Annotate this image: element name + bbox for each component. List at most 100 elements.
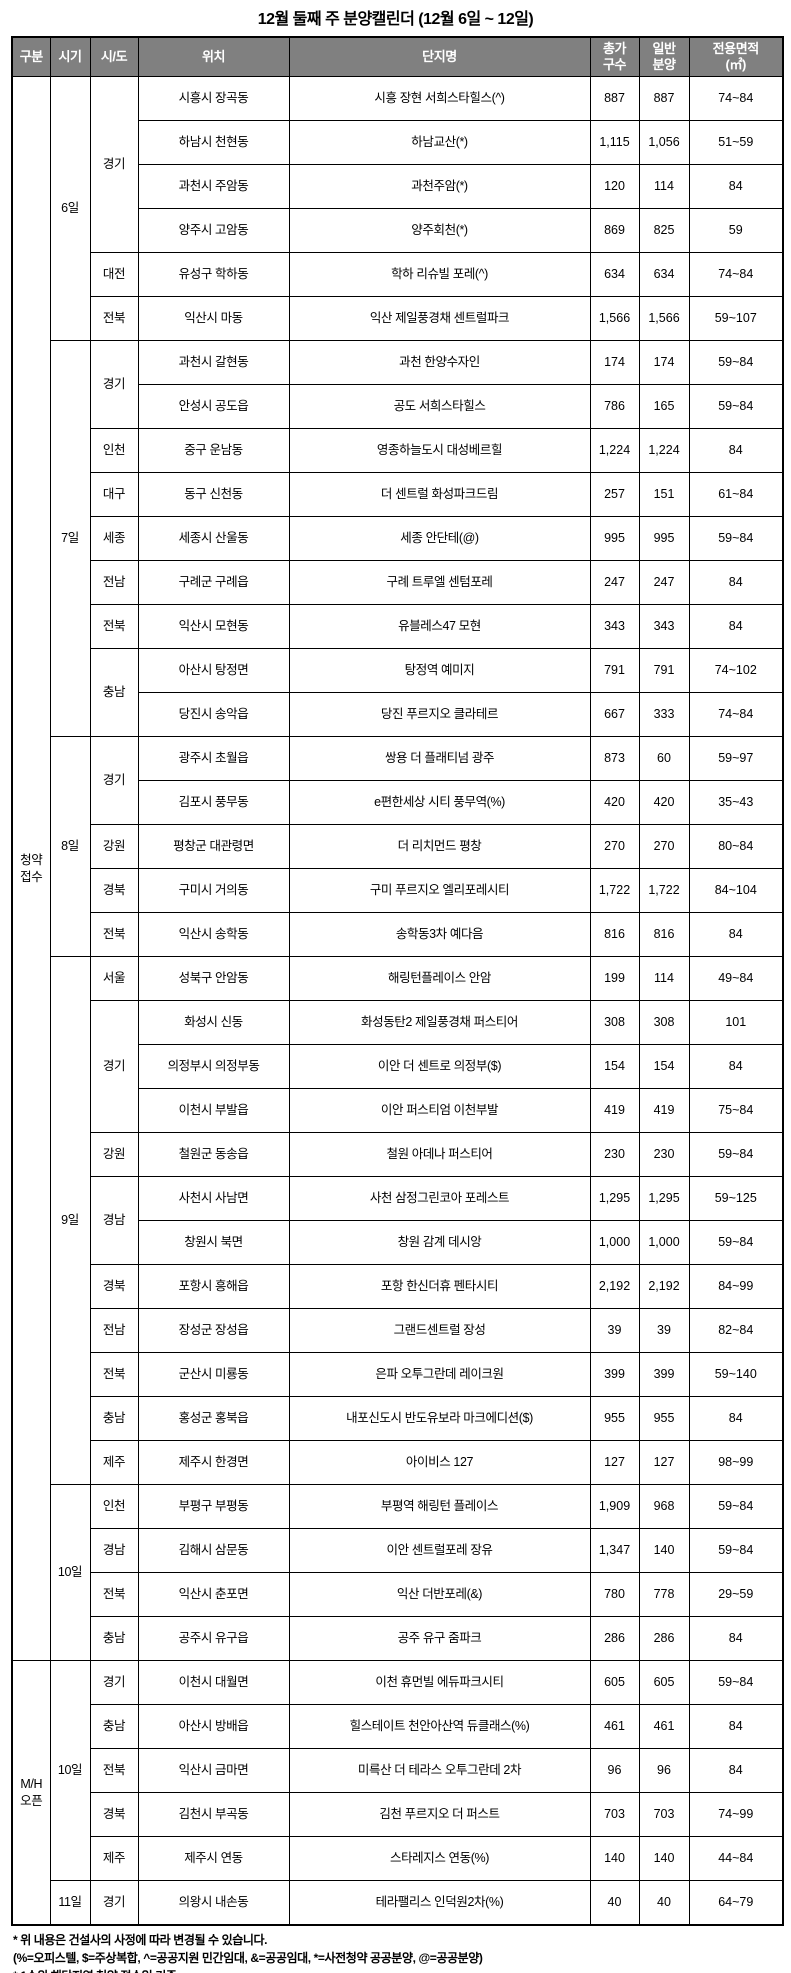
area-cell: 74~99 xyxy=(688,1792,784,1837)
general-sale-cell: 887 xyxy=(638,76,690,121)
total-households-cell: 667 xyxy=(589,692,640,737)
col-header-category: 구분 xyxy=(11,36,51,77)
total-households-cell: 869 xyxy=(589,208,640,253)
area-cell: 84 xyxy=(688,1396,784,1441)
sido-cell: 인천 xyxy=(89,428,139,473)
col-header-area: 전용면적 (㎡) xyxy=(688,36,784,77)
sido-cell: 경기 xyxy=(89,340,139,429)
calendar-table-body: 청약 접수 6일 경기 시흥시 장곡동 시흥 장현 서희스타힐스(^) 887 887 74~… xyxy=(11,76,784,1926)
table-row: 인천 중구 운남동 영종하늘도시 대성베르힐 1,224 1,224 84 xyxy=(12,428,784,473)
category-cell: M/H 오픈 xyxy=(11,1660,51,1926)
general-sale-cell: 825 xyxy=(638,208,690,253)
general-sale-cell: 151 xyxy=(638,472,690,517)
sido-cell: 전남 xyxy=(89,1308,139,1353)
total-households-cell: 816 xyxy=(589,912,640,957)
area-cell: 59~97 xyxy=(688,736,784,781)
area-cell: 51~59 xyxy=(688,120,784,165)
total-households-cell: 1,115 xyxy=(589,120,640,165)
table-row: 경북 구미시 거의동 구미 푸르지오 엘리포레시티 1,722 1,722 84~104 xyxy=(12,868,784,913)
col-header-complex: 단지명 xyxy=(288,36,591,77)
complex-name-cell: 학하 리슈빌 포레(^) xyxy=(288,252,591,297)
day-cell: 7일 xyxy=(49,340,91,737)
area-cell: 61~84 xyxy=(688,472,784,517)
general-sale-cell: 791 xyxy=(638,648,690,693)
table-row: 전남 구례군 구례읍 구례 트루엘 센텀포레 247 247 84 xyxy=(12,560,784,605)
location-cell: 공주시 유구읍 xyxy=(137,1616,290,1661)
total-households-cell: 887 xyxy=(589,76,640,121)
general-sale-cell: 2,192 xyxy=(638,1264,690,1309)
total-households-cell: 605 xyxy=(589,1660,640,1705)
total-households-cell: 1,909 xyxy=(589,1484,640,1529)
total-households-cell: 420 xyxy=(589,780,640,825)
area-cell: 59~84 xyxy=(688,1220,784,1265)
day-cell: 9일 xyxy=(49,956,91,1485)
header-row: 구분 시기 시/도 위치 단지명 총가 구수 일반 분양 전용면적 (㎡) xyxy=(11,36,784,77)
area-cell: 84 xyxy=(688,164,784,209)
general-sale-cell: 154 xyxy=(638,1044,690,1089)
area-cell: 101 xyxy=(688,1000,784,1045)
complex-name-cell: 김천 푸르지오 더 퍼스트 xyxy=(288,1792,591,1837)
total-households-cell: 873 xyxy=(589,736,640,781)
table-row: 경북 김천시 부곡동 김천 푸르지오 더 퍼스트 703 703 74~99 xyxy=(12,1792,784,1837)
location-cell: 군산시 미룡동 xyxy=(137,1352,290,1397)
location-cell: 장성군 장성읍 xyxy=(137,1308,290,1353)
area-cell: 84 xyxy=(688,912,784,957)
table-row: 제주 제주시 한경면 아이비스 127 127 127 98~99 xyxy=(12,1440,784,1485)
total-households-cell: 1,722 xyxy=(589,868,640,913)
location-cell: 사천시 사남면 xyxy=(137,1176,290,1221)
general-sale-cell: 605 xyxy=(638,1660,690,1705)
complex-name-cell: 과천 한양수자인 xyxy=(288,340,591,385)
sido-cell: 제주 xyxy=(89,1836,139,1881)
location-cell: 광주시 초월읍 xyxy=(137,736,290,781)
area-cell: 59~84 xyxy=(688,1528,784,1573)
complex-name-cell: 그랜드센트럴 장성 xyxy=(288,1308,591,1353)
day-cell: 11일 xyxy=(49,1880,91,1926)
total-households-cell: 174 xyxy=(589,340,640,385)
complex-name-cell: 창원 감계 데시앙 xyxy=(288,1220,591,1265)
location-cell: 시흥시 장곡동 xyxy=(137,76,290,121)
area-cell: 59~125 xyxy=(688,1176,784,1221)
table-row: 충남 공주시 유구읍 공주 유구 줌파크 286 286 84 xyxy=(12,1616,784,1661)
area-cell: 84 xyxy=(688,1044,784,1089)
general-sale-cell: 1,224 xyxy=(638,428,690,473)
table-row: 강원 평창군 대관령면 더 리치먼드 평창 270 270 80~84 xyxy=(12,824,784,869)
total-households-cell: 247 xyxy=(589,560,640,605)
general-sale-cell: 247 xyxy=(638,560,690,605)
table-row: 전북 군산시 미룡동 은파 오투그란데 레이크원 399 399 59~140 xyxy=(12,1352,784,1397)
sido-cell: 전남 xyxy=(89,560,139,605)
complex-name-cell: 해링턴플레이스 안암 xyxy=(288,956,591,1001)
sido-cell: 충남 xyxy=(89,1616,139,1661)
location-cell: 중구 운남동 xyxy=(137,428,290,473)
table-row: 전북 익산시 모현동 유블레스47 모현 343 343 84 xyxy=(12,604,784,649)
sido-cell: 경북 xyxy=(89,868,139,913)
general-sale-cell: 174 xyxy=(638,340,690,385)
area-cell: 59~84 xyxy=(688,1132,784,1177)
area-cell: 98~99 xyxy=(688,1440,784,1485)
day-cell: 10일 xyxy=(49,1660,91,1881)
area-cell: 84 xyxy=(688,604,784,649)
area-cell: 84 xyxy=(688,1748,784,1793)
total-households-cell: 955 xyxy=(589,1396,640,1441)
general-sale-cell: 816 xyxy=(638,912,690,957)
total-households-cell: 257 xyxy=(589,472,640,517)
table-row: 제주 제주시 연동 스타레지스 연동(%) 140 140 44~84 xyxy=(12,1836,784,1881)
table-row: 창원시 북면 창원 감계 데시앙 1,000 1,000 59~84 xyxy=(12,1220,784,1265)
general-sale-cell: 1,056 xyxy=(638,120,690,165)
sido-cell: 경북 xyxy=(89,1792,139,1837)
complex-name-cell: 양주회천(*) xyxy=(288,208,591,253)
area-cell: 75~84 xyxy=(688,1088,784,1133)
total-households-cell: 286 xyxy=(589,1616,640,1661)
total-households-cell: 1,224 xyxy=(589,428,640,473)
general-sale-cell: 634 xyxy=(638,252,690,297)
location-cell: 익산시 송학동 xyxy=(137,912,290,957)
location-cell: 제주시 연동 xyxy=(137,1836,290,1881)
sido-cell: 전북 xyxy=(89,1572,139,1617)
general-sale-cell: 1,722 xyxy=(638,868,690,913)
location-cell: 화성시 신동 xyxy=(137,1000,290,1045)
sido-cell: 경남 xyxy=(89,1176,139,1265)
complex-name-cell: 더 리치먼드 평창 xyxy=(288,824,591,869)
location-cell: 창원시 북면 xyxy=(137,1220,290,1265)
location-cell: 동구 신천동 xyxy=(137,472,290,517)
complex-name-cell: 이안 퍼스티엄 이천부발 xyxy=(288,1088,591,1133)
general-sale-cell: 399 xyxy=(638,1352,690,1397)
